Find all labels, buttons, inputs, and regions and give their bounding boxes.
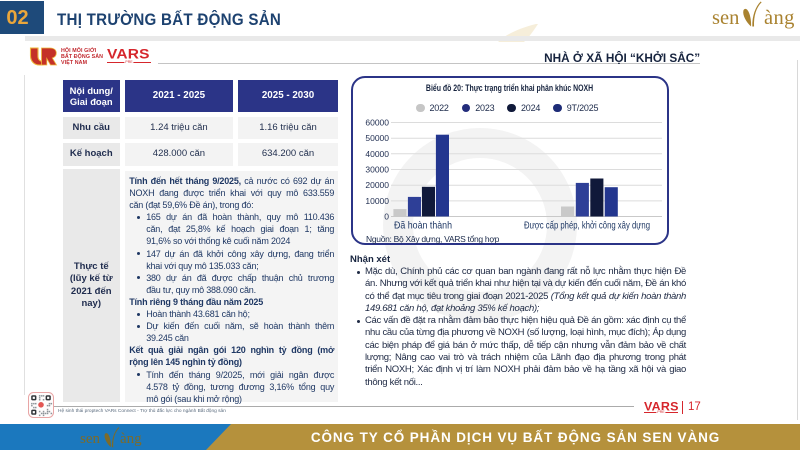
svg-text:50000: 50000 [365,133,389,143]
svg-text:Được cấp phép, khởi công xây d: Được cấp phép, khởi công xây dựng [524,220,650,232]
svg-text:10000: 10000 [365,196,389,206]
svg-text:Đã hoàn thành: Đã hoàn thành [394,221,452,232]
svg-text:40000: 40000 [365,149,389,159]
svg-text:0: 0 [384,212,389,222]
svg-text:30000: 30000 [365,165,389,175]
svg-text:60000: 60000 [365,118,389,128]
svg-text:20000: 20000 [365,180,389,190]
